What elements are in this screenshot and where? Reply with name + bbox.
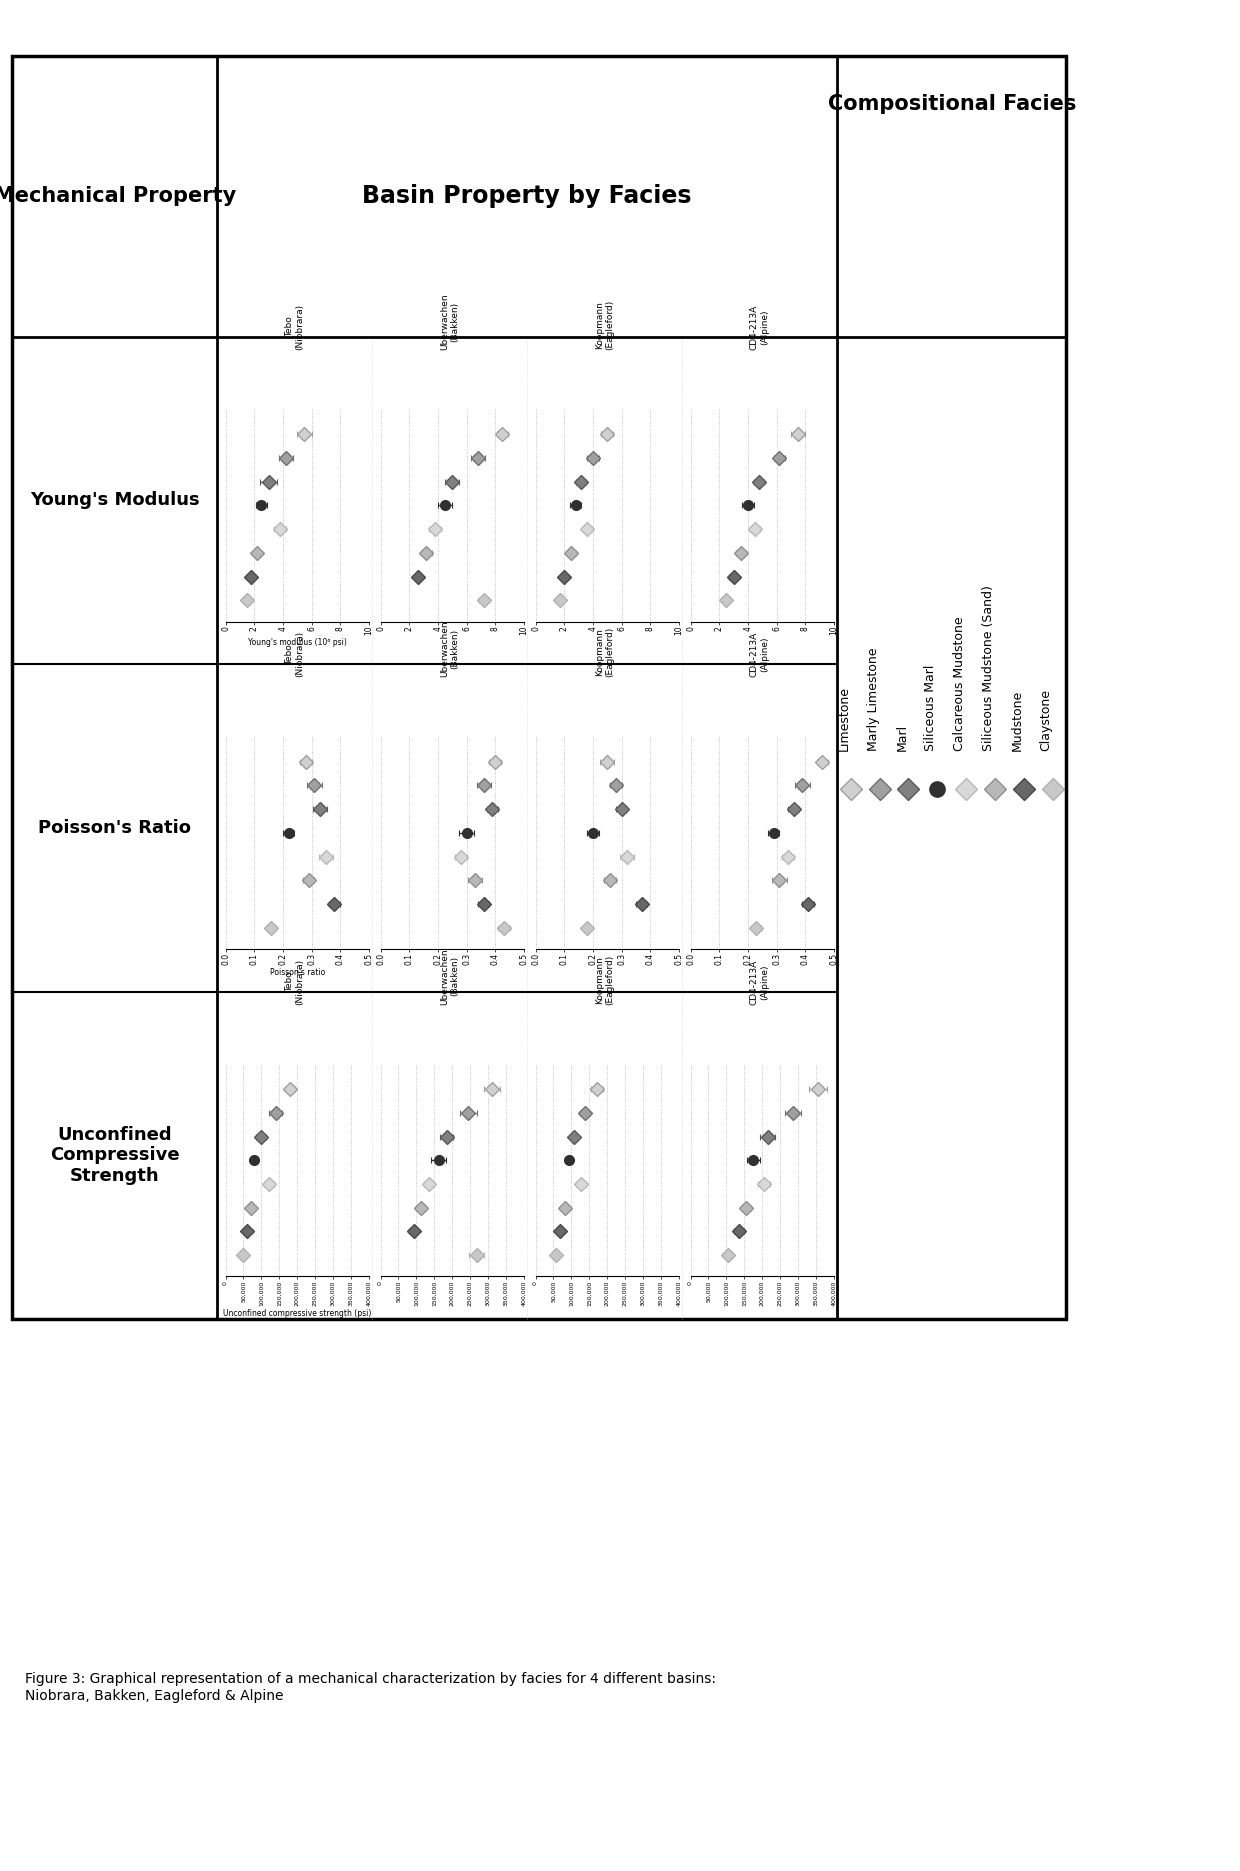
Text: Marl: Marl [895, 724, 909, 750]
Text: Siliceous Mudstone (Sand): Siliceous Mudstone (Sand) [982, 586, 994, 750]
Text: Uberwachen
(Bakken): Uberwachen (Bakken) [440, 621, 459, 677]
Text: Tebo
(Niobrara): Tebo (Niobrara) [285, 958, 304, 1005]
Text: Marly Limestone: Marly Limestone [867, 647, 879, 750]
Text: Uberwachen
(Bakken): Uberwachen (Bakken) [440, 294, 459, 350]
Text: CD4-213A
(Alpine): CD4-213A (Alpine) [750, 305, 769, 350]
Text: Unconfined
Compressive
Strength: Unconfined Compressive Strength [50, 1126, 180, 1184]
Text: Koopmann
(Eagleford): Koopmann (Eagleford) [595, 954, 614, 1005]
Text: Uberwachen
(Bakken): Uberwachen (Bakken) [440, 949, 459, 1005]
Text: Calcareous Mudstone: Calcareous Mudstone [954, 616, 966, 750]
Text: Claystone: Claystone [1039, 689, 1053, 750]
Text: Tebo
(Niobrara): Tebo (Niobrara) [285, 303, 304, 350]
Text: Koopmann
(Eagleford): Koopmann (Eagleford) [595, 299, 614, 350]
Text: Siliceous Marl: Siliceous Marl [924, 664, 937, 750]
X-axis label: Young's modulus (10⁶ psi): Young's modulus (10⁶ psi) [248, 638, 347, 647]
Text: Limestone: Limestone [838, 687, 851, 750]
Text: Mechanical Property: Mechanical Property [0, 187, 236, 206]
Text: Mudstone: Mudstone [1011, 690, 1024, 750]
Text: Koopmann
(Eagleford): Koopmann (Eagleford) [595, 627, 614, 677]
Text: Young's Modulus: Young's Modulus [30, 492, 200, 509]
Text: Figure 3: Graphical representation of a mechanical characterization by facies fo: Figure 3: Graphical representation of a … [25, 1673, 715, 1703]
Text: Basin Property by Facies: Basin Property by Facies [362, 185, 692, 208]
Text: Compositional Facies: Compositional Facies [827, 94, 1076, 114]
Text: CD4-213A
(Alpine): CD4-213A (Alpine) [750, 632, 769, 677]
Text: Poisson's Ratio: Poisson's Ratio [38, 819, 191, 836]
X-axis label: Poisson's ratio: Poisson's ratio [269, 967, 325, 977]
Text: Tebo
(Niobrara): Tebo (Niobrara) [285, 631, 304, 677]
X-axis label: Unconfined compressive strength (psi): Unconfined compressive strength (psi) [223, 1310, 372, 1317]
Text: CD4-213A
(Alpine): CD4-213A (Alpine) [750, 960, 769, 1005]
